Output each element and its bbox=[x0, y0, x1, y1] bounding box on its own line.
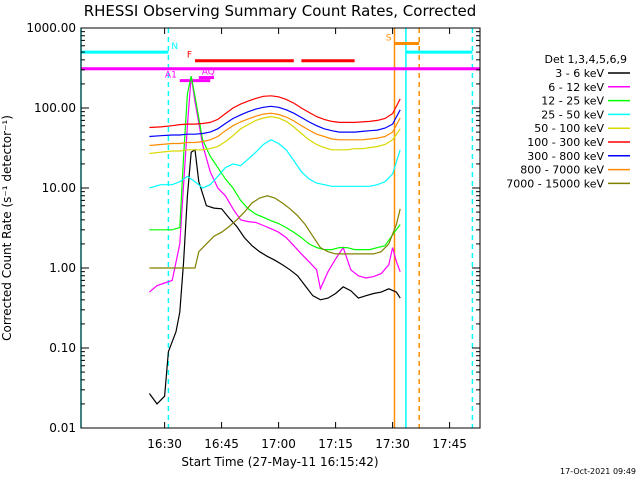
series-line-3 bbox=[149, 139, 401, 189]
x-tick-label-0: 16:30 bbox=[147, 437, 182, 451]
series-line-7 bbox=[149, 112, 401, 147]
x-tick-label-4: 17:30 bbox=[375, 437, 410, 451]
series-line-4 bbox=[149, 115, 401, 155]
legend-label-1: 6 - 12 keV bbox=[548, 81, 604, 94]
y-tick-label-4: 0.10 bbox=[49, 341, 76, 355]
series-line-6 bbox=[149, 105, 401, 138]
series-line-8 bbox=[149, 195, 401, 269]
bar-label-2: F bbox=[187, 51, 192, 61]
status-bars: N S F AQ A1 bbox=[81, 34, 480, 83]
series-line-5 bbox=[149, 95, 401, 129]
series-line-0 bbox=[148, 148, 401, 405]
bar-label-1: S bbox=[386, 34, 392, 44]
x-tick-label-2: 17:00 bbox=[261, 437, 296, 451]
x-tick-label-1: 16:45 bbox=[204, 437, 239, 451]
x-tick-label-5: 17:45 bbox=[432, 437, 467, 451]
y-tick-label-1: 100.00 bbox=[34, 101, 76, 115]
y-tick-label-3: 1.00 bbox=[49, 261, 76, 275]
legend-label-6: 300 - 800 keV bbox=[527, 150, 604, 163]
y-tick-label-2: 10.00 bbox=[42, 181, 76, 195]
legend-title: Det 1,3,4,5,6,9 bbox=[544, 53, 627, 66]
timestamp: 17-Oct-2021 09:49 bbox=[560, 467, 636, 476]
plot-frame bbox=[80, 27, 481, 429]
legend-label-2: 12 - 25 keV bbox=[541, 95, 604, 108]
legend-label-5: 100 - 300 keV bbox=[527, 136, 604, 149]
legend-label-4: 50 - 100 keV bbox=[534, 122, 604, 135]
bar-label-4: AQ bbox=[202, 68, 215, 78]
bar-label-0: N bbox=[171, 42, 178, 52]
legend-label-3: 25 - 50 keV bbox=[541, 108, 604, 121]
x-axis-label: Start Time (27-May-11 16:15:42) bbox=[181, 455, 378, 469]
x-tick-label-3: 17:15 bbox=[318, 437, 353, 451]
x-axis-ticks: 16:30 16:45 17:00 17:15 17:30 17:45 bbox=[147, 28, 467, 451]
y-tick-label-0: 1000.00 bbox=[26, 21, 76, 35]
series-lines bbox=[148, 76, 401, 405]
chart-title: RHESSI Observing Summary Count Rates, Co… bbox=[84, 2, 477, 20]
legend-label-7: 800 - 7000 keV bbox=[520, 164, 604, 177]
bar-label-5: A1 bbox=[165, 71, 177, 81]
y-axis-ticks: 1000.00 100.00 10.00 1.00 0.10 0.01 bbox=[26, 21, 480, 435]
y-axis-label: Corrected Count Rate (s⁻¹ detector⁻¹) bbox=[0, 115, 14, 341]
legend-label-8: 7000 - 15000 keV bbox=[506, 177, 604, 190]
legend-label-0: 3 - 6 keV bbox=[555, 67, 604, 80]
y-tick-label-5: 0.01 bbox=[49, 421, 76, 435]
series-line-2 bbox=[149, 76, 401, 251]
